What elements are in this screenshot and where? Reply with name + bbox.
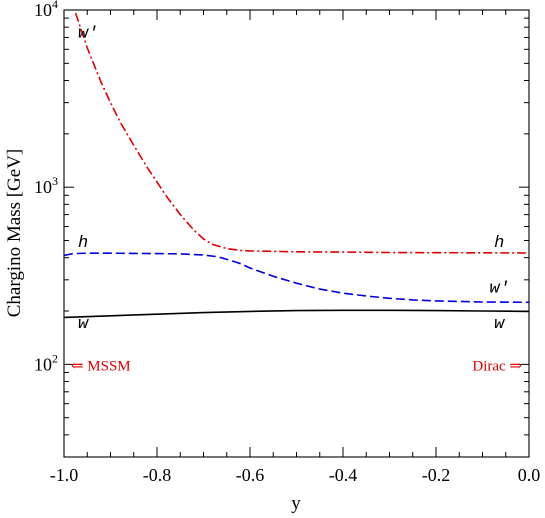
x-tick-label: 0.0	[518, 465, 541, 485]
curve-label: w′	[489, 279, 509, 298]
series-line-1	[74, 12, 530, 254]
y-tick-label: 103	[34, 174, 58, 197]
ticks-layer: -1.0 -0.8 -0.6 -0.4 -0.2 0.0 102 103 104	[34, 0, 540, 485]
x-tick-label: -0.8	[143, 465, 172, 485]
series-line-2	[63, 252, 530, 304]
y-tick-label: 102	[34, 351, 58, 374]
regime-annotation: Dirac ⇒	[472, 358, 522, 374]
curve-label: w	[494, 315, 505, 334]
curve-label: h	[494, 234, 504, 253]
y-tick-label: 104	[34, 0, 58, 20]
x-tick-label: -0.6	[236, 465, 265, 485]
x-tick-label: -1.0	[50, 465, 79, 485]
curve-label: w′	[78, 24, 98, 43]
x-tick-label: -0.4	[329, 465, 358, 485]
labels-layer: w′ h w h w′ w ⇐ MSSM Dirac ⇒	[71, 24, 522, 374]
x-axis-title: y	[291, 493, 301, 514]
plot-frame	[63, 9, 530, 458]
series-line-3	[63, 309, 530, 319]
regime-annotation: ⇐ MSSM	[71, 358, 131, 374]
curve-label: h	[78, 234, 88, 253]
curve-label: w	[78, 315, 89, 334]
x-tick-label: -0.2	[422, 465, 451, 485]
y-axis-title: Chargino Mass [GeV]	[4, 149, 25, 318]
series-layer	[63, 12, 530, 319]
